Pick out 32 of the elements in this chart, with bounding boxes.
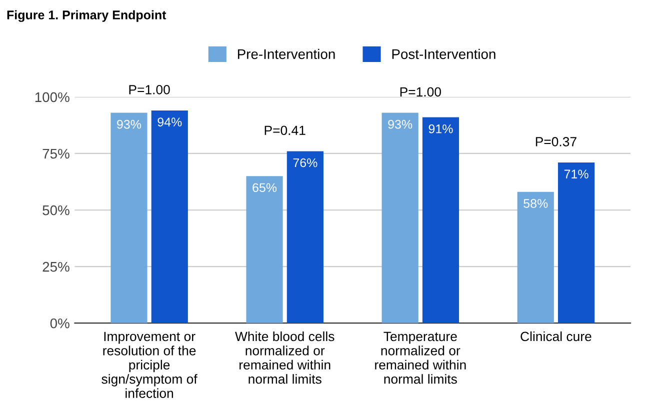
data-label: 58% <box>524 199 548 208</box>
y-tick-label: 50% <box>42 205 70 216</box>
bar <box>286 151 324 324</box>
bar <box>422 117 460 324</box>
annotation: P=0.37 <box>536 137 576 146</box>
y-tick-label: 100% <box>35 92 70 102</box>
bar <box>517 192 554 324</box>
x-tick-label: Clinical cure <box>520 331 592 342</box>
data-label: 76% <box>293 158 318 168</box>
data-label: 65% <box>252 183 277 192</box>
bar <box>558 162 595 324</box>
bar <box>382 112 418 324</box>
data-label: 71% <box>564 170 588 178</box>
data-label: 91% <box>428 124 453 134</box>
data-label: 93% <box>117 120 142 129</box>
text: P=1.00 <box>129 84 170 94</box>
x-tick-label: Improvement or resolution of the priciple sign/symptom of infection <box>102 332 198 398</box>
y-tick-label: 75% <box>42 148 70 159</box>
y-tick-label: 0% <box>50 318 70 328</box>
annotation: P=0.41 <box>264 126 306 136</box>
data-label: 94% <box>158 118 182 126</box>
x-tick-label: White blood cells normalized or remained within normal limits <box>235 331 334 384</box>
bar <box>151 110 188 324</box>
bar <box>246 176 283 324</box>
y-tick-label: 25% <box>42 262 70 272</box>
chart-title: Figure 1. Primary Endpoint <box>7 10 166 22</box>
text: P=1.00 <box>400 87 441 97</box>
legend-label: Post-Intervention <box>392 48 496 60</box>
bar <box>110 112 148 324</box>
data-label: 93% <box>388 120 412 129</box>
legend-label: Pre-Intervention <box>238 48 335 60</box>
x-tick-label: Temperature normalized or remained within normal limits <box>375 332 466 384</box>
